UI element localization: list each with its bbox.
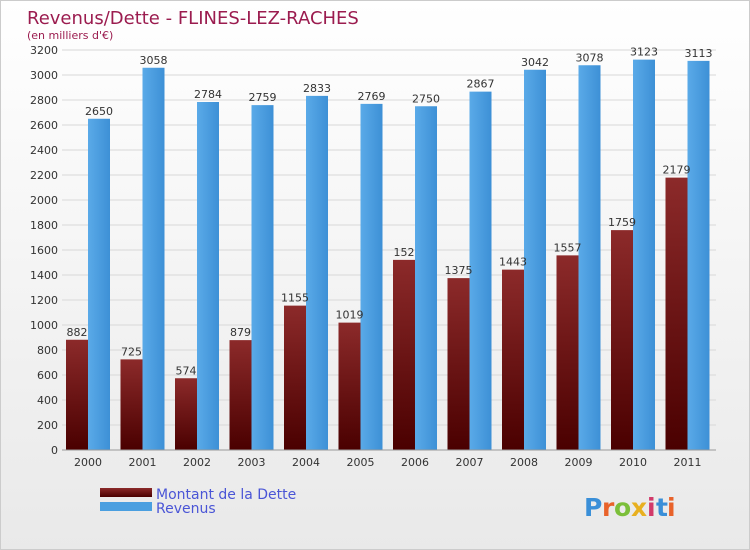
- legend: Montant de la Dette Revenus: [100, 487, 296, 517]
- value-label-debt: 1155: [281, 292, 309, 305]
- bar-debt: [447, 278, 470, 450]
- bar-revenus: [415, 106, 437, 450]
- value-label-revenus: 3123: [630, 46, 658, 59]
- bar-revenus: [633, 59, 655, 450]
- value-label-revenus: 2759: [249, 91, 277, 104]
- y-tick-label: 1000: [30, 319, 58, 332]
- bar-revenus: [197, 102, 219, 450]
- y-axis-ticks: 0 200 400 600 800 1000 1200 1400 1600 1800 2000 220…: [30, 44, 58, 457]
- y-tick-label: 2200: [30, 169, 58, 182]
- bar-revenus: [88, 118, 110, 450]
- x-tick-label: 2008: [510, 456, 538, 469]
- y-tick-label: 800: [37, 344, 58, 357]
- value-label-revenus: 2769: [358, 90, 386, 103]
- x-tick-label: 2009: [565, 456, 593, 469]
- bar-debt: [175, 378, 197, 450]
- value-label-debt: 879: [230, 326, 251, 339]
- bars: [66, 59, 710, 450]
- x-tick-label: 2011: [674, 456, 702, 469]
- legend-swatch-debt: [100, 488, 152, 497]
- logo-letter: r: [602, 493, 615, 522]
- bar-debt: [665, 177, 688, 450]
- bar-debt: [556, 255, 579, 450]
- value-label-debt: 725: [121, 345, 142, 358]
- x-tick-label: 2010: [619, 456, 647, 469]
- y-tick-label: 600: [37, 369, 58, 382]
- value-label-revenus: 2784: [194, 88, 222, 101]
- legend-label-debt: Montant de la Dette: [156, 487, 296, 503]
- y-tick-label: 400: [37, 394, 58, 407]
- logo-letter: x: [631, 493, 647, 522]
- bar-revenus: [306, 95, 328, 450]
- x-axis-ticks: 2000 2001 2002 2003 2004 2005 2006 2007 2008 2009…: [74, 456, 702, 469]
- legend-label-revenus: Revenus: [156, 501, 216, 517]
- y-tick-label: 2400: [30, 144, 58, 157]
- bar-debt: [611, 230, 633, 450]
- y-tick-label: 2800: [30, 94, 58, 107]
- value-label-revenus: 3078: [576, 51, 604, 64]
- value-label-debt: 1019: [336, 309, 364, 322]
- bar-revenus: [142, 67, 165, 450]
- chart-subtitle: (en milliers d'€): [27, 29, 113, 42]
- value-label-revenus: 2750: [412, 92, 440, 105]
- value-label-revenus: 2833: [303, 82, 331, 95]
- bar-revenus: [360, 103, 383, 450]
- y-tick-label: 3200: [30, 44, 58, 57]
- x-tick-label: 2002: [183, 456, 211, 469]
- value-label-revenus: 3058: [140, 54, 168, 67]
- y-tick-label: 3000: [30, 69, 58, 82]
- x-tick-label: 2000: [74, 456, 102, 469]
- y-tick-label: 1800: [30, 219, 58, 232]
- value-label-revenus: 3113: [685, 47, 713, 60]
- logo-letter: P: [584, 493, 602, 522]
- value-label-revenus: 3042: [521, 56, 549, 69]
- value-label-debt: 882: [67, 326, 88, 339]
- value-label-debt: 1375: [445, 264, 473, 277]
- x-tick-label: 2006: [401, 456, 429, 469]
- x-tick-label: 2001: [129, 456, 157, 469]
- bar-debt: [284, 305, 306, 450]
- bar-debt: [120, 359, 143, 450]
- y-tick-label: 0: [51, 444, 58, 457]
- legend-swatch-revenus: [100, 502, 152, 511]
- bar-debt: [66, 339, 88, 450]
- bar-revenus: [251, 105, 274, 450]
- y-tick-label: 2000: [30, 194, 58, 207]
- logo-letter: i: [647, 493, 656, 522]
- bar-revenus: [578, 65, 601, 450]
- chart-title: Revenus/Dette - FLINES-LEZ-RACHES: [27, 8, 359, 29]
- y-tick-label: 200: [37, 419, 58, 432]
- bar-revenus: [687, 60, 710, 450]
- value-label-debt: 1557: [554, 241, 582, 254]
- x-tick-label: 2005: [347, 456, 375, 469]
- y-tick-label: 1200: [30, 294, 58, 307]
- value-labels: 882 2650 725 3058 574 2784 879 2759 1155 2833 1019…: [67, 46, 713, 378]
- x-tick-label: 2007: [456, 456, 484, 469]
- bar-debt: [229, 340, 252, 450]
- x-tick-label: 2004: [292, 456, 320, 469]
- bar-revenus: [524, 69, 546, 450]
- y-tick-label: 2600: [30, 119, 58, 132]
- value-label-revenus: 2650: [85, 105, 113, 118]
- bar-revenus: [469, 91, 492, 450]
- value-label-debt: 1443: [499, 256, 527, 269]
- logo-letter: o: [614, 493, 631, 522]
- bar-debt: [393, 259, 415, 450]
- value-label-revenus: 2867: [467, 78, 495, 91]
- value-label-debt: 152: [394, 246, 415, 259]
- bar-debt: [502, 269, 524, 450]
- y-tick-label: 1600: [30, 244, 58, 257]
- bar-debt: [338, 322, 361, 450]
- value-label-debt: 574: [176, 364, 197, 377]
- logo-letter: i: [667, 493, 676, 522]
- value-label-debt: 1759: [608, 216, 636, 229]
- value-label-debt: 2179: [663, 164, 691, 177]
- x-tick-label: 2003: [238, 456, 266, 469]
- y-tick-label: 1400: [30, 269, 58, 282]
- logo-letter: t: [656, 493, 668, 522]
